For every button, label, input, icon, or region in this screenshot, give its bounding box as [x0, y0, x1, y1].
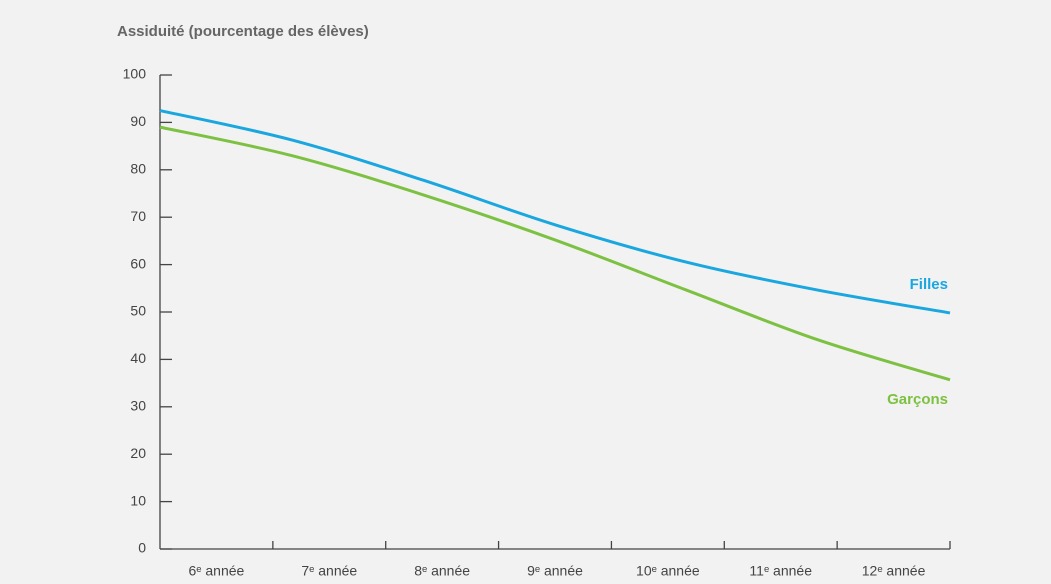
y-tick-label: 70 [130, 208, 146, 224]
y-tick-label: 60 [130, 255, 146, 271]
y-tick-label: 90 [130, 113, 146, 129]
series-line [159, 109, 951, 315]
y-tick-label: 20 [130, 445, 146, 461]
series-label: Garçons [887, 391, 948, 408]
x-tick-label: 8ᵉ année [414, 563, 470, 579]
x-tick-label: 10ᵉ année [636, 563, 700, 579]
chart-title: Assiduité (pourcentage des élèves) [117, 23, 369, 40]
x-tick-label: 6ᵉ année [189, 563, 245, 579]
y-tick-label: 40 [130, 350, 146, 366]
y-tick-label: 0 [138, 540, 146, 556]
y-tick-label: 80 [130, 161, 146, 177]
series-label: Filles [910, 276, 948, 293]
x-tick-label: 11ᵉ année [749, 563, 812, 579]
y-tick-label: 50 [130, 303, 146, 319]
y-tick-label: 10 [130, 492, 146, 508]
y-tick-label: 100 [123, 66, 147, 82]
x-tick-label: 9ᵉ année [527, 563, 583, 579]
x-tick-label: 12ᵉ année [862, 563, 926, 579]
y-tick-label: 30 [130, 398, 146, 414]
x-tick-label: 7ᵉ année [301, 563, 357, 579]
series-line [159, 125, 951, 382]
